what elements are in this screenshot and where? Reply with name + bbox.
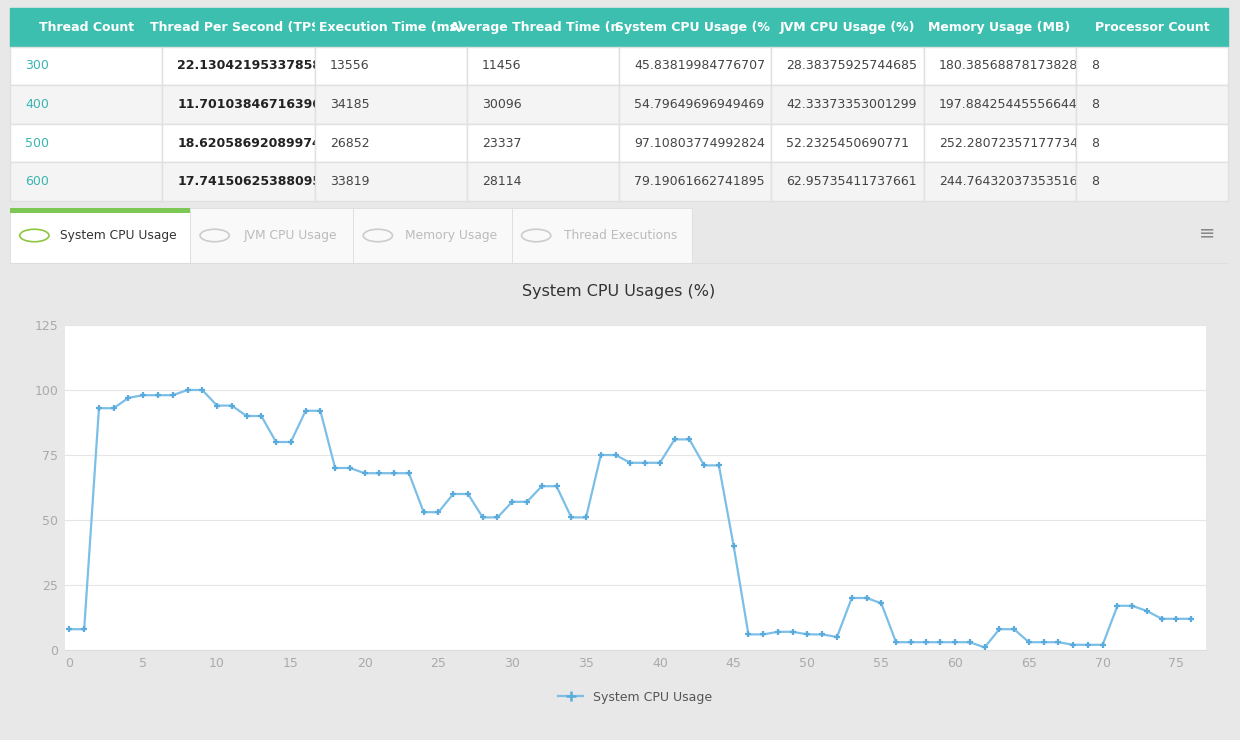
Text: ≡: ≡	[1199, 223, 1215, 242]
Legend: System CPU Usage: System CPU Usage	[553, 686, 718, 709]
Text: System CPU Usage: System CPU Usage	[60, 229, 177, 242]
Text: System CPU Usages (%): System CPU Usages (%)	[522, 284, 715, 299]
Text: JVM CPU Usage: JVM CPU Usage	[243, 229, 337, 242]
Bar	[353, 208, 512, 263]
Bar	[190, 208, 353, 263]
Text: Memory Usage: Memory Usage	[404, 229, 497, 242]
Bar	[10, 208, 190, 263]
Bar	[512, 208, 692, 263]
Bar	[10, 208, 190, 213]
Text: Thread Executions: Thread Executions	[563, 229, 677, 242]
